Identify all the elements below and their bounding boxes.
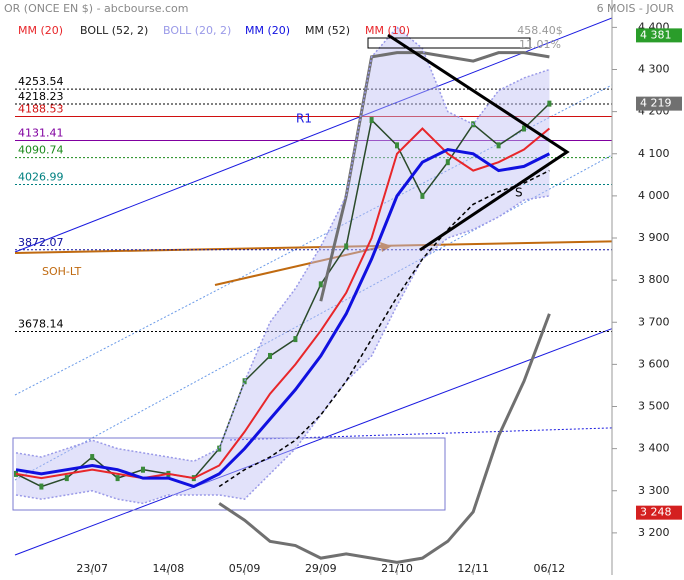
legend-entry: MM (20) [18, 24, 63, 37]
level-label: 3678.14 [18, 317, 64, 330]
legend-entry: MM (10) [365, 24, 410, 37]
level-label: 4188.53 [18, 102, 64, 115]
x-tick-label: 14/08 [153, 562, 185, 575]
series-line [319, 51, 550, 302]
pct-note: 11.01% [519, 38, 561, 51]
price-badge [636, 28, 682, 43]
y-tick-label: 3 200 [638, 526, 670, 539]
series-line [15, 147, 551, 489]
series-lower [218, 313, 551, 564]
y-tick-label: 3 400 [638, 442, 670, 455]
candle [39, 483, 44, 490]
price-badge-label: 4 381 [640, 28, 672, 41]
candle [90, 454, 95, 461]
x-tick-label: 23/07 [76, 562, 108, 575]
candle [268, 352, 272, 359]
x-tick-label: 29/09 [305, 562, 337, 575]
candle [318, 281, 323, 288]
candle [522, 125, 526, 132]
channel-dotted [14, 154, 612, 481]
candle [115, 475, 120, 482]
candle [141, 466, 145, 473]
series-line [15, 26, 550, 463]
candle [547, 100, 552, 107]
x-tick-label: 21/10 [381, 562, 413, 575]
level-label: 4026.99 [18, 171, 64, 184]
candle [445, 159, 450, 166]
x-tick-label: 05/09 [229, 562, 261, 575]
top-box [367, 37, 531, 49]
legend-entry: MM (52) [305, 24, 350, 37]
x-tick-label: 06/12 [534, 562, 566, 575]
y-tick-label: 3 300 [638, 484, 670, 497]
legend-entry: BOLL (52, 2) [80, 24, 148, 37]
s-label: S [515, 186, 523, 200]
y-tick-label: 4 000 [638, 189, 670, 202]
price-badge-label: 3 248 [640, 506, 672, 519]
candle [369, 117, 374, 124]
price-badge [636, 505, 682, 520]
candle [217, 445, 222, 452]
price-badge-label: 4 219 [640, 97, 672, 110]
channel-line [14, 17, 612, 253]
band-fill [16, 27, 550, 504]
candle [395, 142, 399, 149]
overlay [367, 0, 613, 575]
legend-entry: BOLL (20, 2) [163, 24, 231, 37]
series-line [218, 169, 550, 488]
series-line [15, 127, 551, 480]
legend-entry: MM (20) [245, 24, 290, 37]
y-tick-label: 3 600 [638, 357, 670, 370]
candle [242, 378, 247, 385]
y-tick-label: 3 800 [638, 273, 670, 286]
candle [344, 243, 349, 250]
y-tick-label: 3 500 [638, 400, 670, 413]
y-tick-label: 4 100 [638, 147, 670, 160]
x-tick-label: 12/11 [457, 562, 489, 575]
candle [496, 142, 501, 149]
triangle [387, 33, 570, 252]
level-label: 4131.41 [18, 127, 64, 140]
soh-line [14, 240, 612, 254]
soh-label: SOH-LT [42, 265, 81, 278]
r1-label: R1 [296, 112, 312, 126]
series-lower [15, 195, 550, 505]
range-note: 458.40$ [517, 24, 563, 37]
level-label: 4253.54 [18, 75, 64, 88]
candle [64, 475, 69, 482]
chart-title: OR (ONCE EN $) - abcbourse.com [4, 2, 189, 15]
candle [293, 336, 298, 343]
plot-area [12, 17, 612, 564]
y-tick-label: 3 700 [638, 315, 670, 328]
level-label: 4218.23 [18, 90, 64, 103]
level-label: 4090.74 [18, 144, 64, 157]
candle [420, 192, 425, 199]
price-badge [636, 96, 682, 111]
level-label: 3872.07 [18, 236, 64, 249]
soh-arrow [214, 245, 386, 286]
y-tick-label: 4 300 [638, 63, 670, 76]
period: 6 MOIS - JOUR [597, 2, 675, 15]
y-tick-label: 3 900 [638, 231, 670, 244]
